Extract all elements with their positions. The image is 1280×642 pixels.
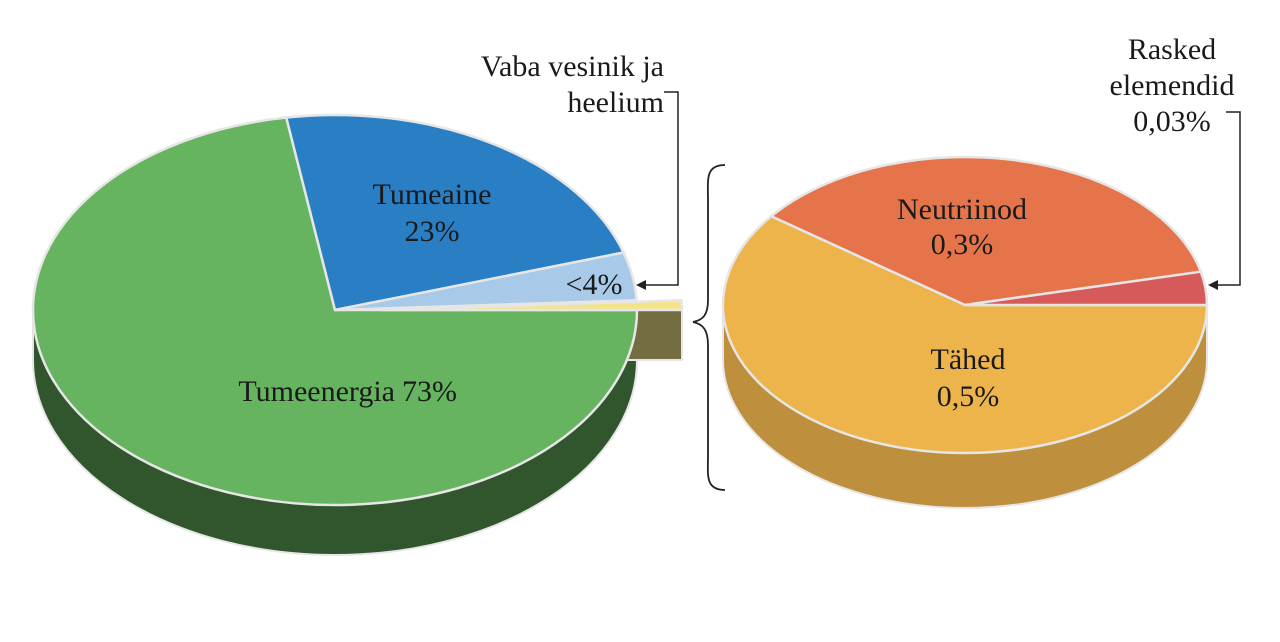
slice-name: Tähed xyxy=(930,343,1006,376)
slice-value: 0,03% xyxy=(1133,105,1211,138)
slice-name: Neutriinod xyxy=(897,193,1027,226)
arrowhead xyxy=(1208,280,1218,290)
slice-name: Rasked elemendid xyxy=(1109,33,1235,102)
slice xyxy=(285,113,625,312)
slice-value: 23% xyxy=(404,215,460,248)
callout-line xyxy=(1214,111,1241,286)
slice xyxy=(378,299,684,312)
slice-value: 0,3% xyxy=(930,228,994,261)
slice xyxy=(31,116,639,507)
slice-value: <4% xyxy=(565,268,623,301)
callout-line xyxy=(642,91,679,286)
slice-name: Vaba vesinik ja heelium xyxy=(480,50,664,119)
slice-value: 0,5% xyxy=(936,380,1000,413)
slice xyxy=(963,270,1209,307)
pies xyxy=(31,113,1209,556)
brace xyxy=(692,164,726,491)
slice xyxy=(721,214,1209,455)
arrowhead xyxy=(636,280,646,290)
slice-name: Tumeenergia xyxy=(238,375,395,408)
slice-name: Tumeaine xyxy=(372,178,492,211)
slice xyxy=(770,155,1203,307)
slice xyxy=(333,251,638,312)
slice-value: 73% xyxy=(402,375,457,408)
